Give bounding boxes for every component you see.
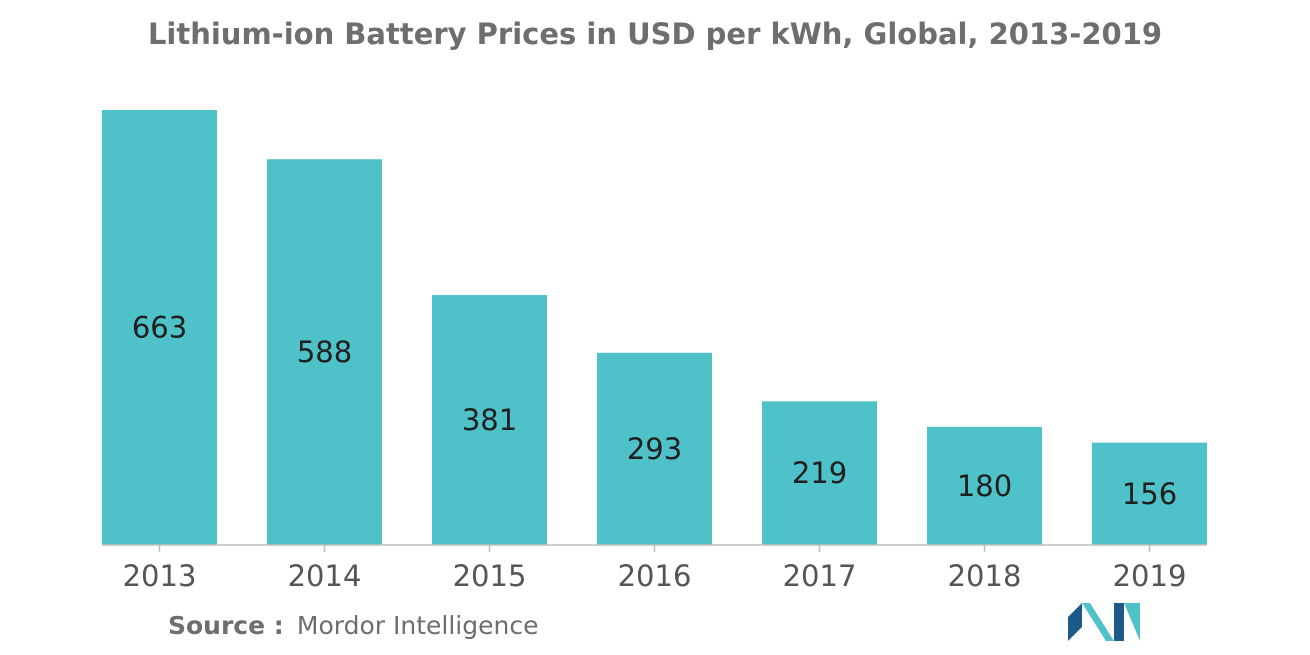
bar-2016 [597, 352, 712, 545]
bar-value-label: 588 [297, 335, 352, 369]
bar-value-label: 293 [627, 432, 682, 466]
x-tick-label: 2018 [948, 559, 1022, 593]
bar-2014 [267, 159, 382, 546]
x-tick-label: 2014 [288, 559, 362, 593]
source-label: Source : Mordor Intelligence [168, 611, 538, 640]
x-tick-label: 2017 [783, 559, 857, 593]
x-tick-label: 2016 [618, 559, 692, 593]
bar-2018 [927, 426, 1042, 545]
bar-value-label: 381 [462, 403, 517, 437]
source-name: Mordor Intelligence [297, 611, 539, 640]
logo-right-stroke [1114, 603, 1124, 641]
bar-2019 [1092, 442, 1207, 545]
bar-value-label: 663 [132, 311, 187, 345]
logo-left-stroke [1068, 603, 1082, 641]
bar-2015 [432, 295, 547, 545]
bar-value-label: 180 [957, 469, 1012, 503]
logo-middle-stroke [1082, 603, 1114, 641]
bar-value-label: 219 [792, 456, 847, 490]
chart-title: Lithium-ion Battery Prices in USD per kW… [148, 17, 1162, 51]
mordor-intelligence-logo-icon [1068, 603, 1140, 641]
logo-right-diagonal [1124, 603, 1140, 641]
x-tick-label: 2019 [1113, 559, 1187, 593]
bar-value-label: 156 [1122, 477, 1177, 511]
bar-2013 [102, 110, 217, 545]
source-prefix: Source : [168, 611, 284, 640]
bars-layer: 663 588 381 293 219 180 156 [102, 110, 1207, 546]
x-tick-label: 2013 [123, 559, 197, 593]
bar-2017 [762, 401, 877, 545]
x-tick-label: 2015 [453, 559, 527, 593]
x-axis-ticks: 2013 2014 2015 2016 2017 2018 2019 [123, 545, 1187, 593]
